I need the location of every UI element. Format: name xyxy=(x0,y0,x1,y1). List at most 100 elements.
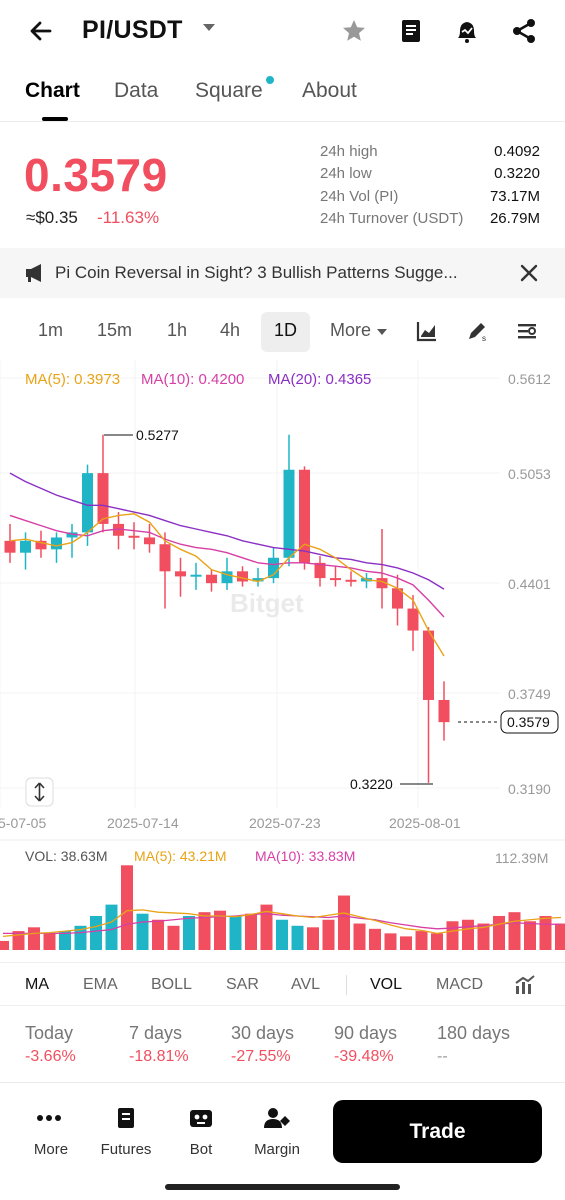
indicator-macd[interactable]: MACD xyxy=(436,976,484,993)
volume-bar xyxy=(105,904,118,950)
date-tick: 2025-07-14 xyxy=(107,815,179,831)
candle-body xyxy=(82,473,93,533)
volume-bar xyxy=(167,925,180,950)
volume-bar xyxy=(28,927,40,950)
ma20-line xyxy=(9,472,445,590)
candle-body xyxy=(330,578,341,581)
perf-label: 90 days xyxy=(334,1023,398,1043)
volume-ma-lines xyxy=(2,909,562,938)
stat-value: 0.3220 xyxy=(494,165,540,182)
vol-label: VOL: 38.63M xyxy=(25,848,108,864)
nav-more-label[interactable]: More xyxy=(33,1141,69,1158)
nav-futures-label[interactable]: Futures xyxy=(100,1141,152,1158)
indicator-ema[interactable]: EMA xyxy=(83,976,118,993)
volume-bars xyxy=(0,865,565,950)
home-indicator xyxy=(165,1184,400,1190)
indicator-ma[interactable]: MA xyxy=(25,976,49,993)
pair-title[interactable]: PI/USDT xyxy=(82,16,183,44)
back-icon[interactable] xyxy=(28,18,54,44)
nav-margin-label[interactable]: Margin xyxy=(254,1141,300,1158)
timeframe-1d[interactable]: 1D xyxy=(274,320,298,340)
nav-bot-label[interactable]: Bot xyxy=(189,1141,213,1158)
vol-max-tick: 112.39M xyxy=(495,850,548,866)
tab-about[interactable]: About xyxy=(302,79,357,102)
chevron-down-icon[interactable] xyxy=(203,24,215,31)
volume-bar xyxy=(260,904,273,950)
perf-label: 30 days xyxy=(231,1023,295,1043)
candle-body xyxy=(113,523,124,536)
timeframe-15m[interactable]: 15m xyxy=(97,320,133,340)
timeframe-4h[interactable]: 4h xyxy=(220,320,241,340)
candle-body xyxy=(252,578,264,582)
volume-bar xyxy=(229,915,242,950)
volume-ma5-line xyxy=(2,909,562,938)
close-icon[interactable] xyxy=(520,264,538,282)
candle-body xyxy=(314,562,326,579)
trade-button[interactable]: Trade xyxy=(333,1100,542,1163)
vol-ma5-label: MA(5): 43.21M xyxy=(134,848,227,864)
volume-bar xyxy=(400,936,412,950)
megaphone-icon xyxy=(26,264,41,282)
volume-bar xyxy=(431,933,443,950)
volume-bar xyxy=(415,931,428,950)
futures-icon[interactable] xyxy=(114,1106,138,1130)
chart-type-icon[interactable] xyxy=(416,320,438,342)
indicator-settings-icon[interactable] xyxy=(514,974,536,996)
settings-sliders-icon[interactable] xyxy=(516,320,538,342)
bot-icon[interactable] xyxy=(188,1106,214,1130)
news-banner[interactable]: Pi Coin Reversal in Sight? 3 Bullish Pat… xyxy=(0,248,565,298)
indicator-avl[interactable]: AVL xyxy=(291,976,321,993)
candle-body xyxy=(345,579,357,582)
candle-body xyxy=(376,578,388,589)
timeframe-1m[interactable]: 1m xyxy=(38,320,64,340)
price-tick: 0.3749 xyxy=(508,686,551,702)
indicator-divider xyxy=(346,975,347,995)
bottom-nav xyxy=(0,1082,565,1200)
tab-square[interactable]: Square xyxy=(195,79,263,102)
volume-bar xyxy=(90,915,102,950)
tab-underline xyxy=(42,117,68,121)
candle-body xyxy=(237,571,248,582)
share-icon[interactable] xyxy=(510,17,538,45)
volume-bar xyxy=(524,921,536,950)
alert-icon[interactable] xyxy=(453,17,481,45)
tab-chart[interactable]: Chart xyxy=(25,79,80,102)
volume-bar xyxy=(493,915,505,950)
more-icon[interactable] xyxy=(36,1113,66,1123)
indicator-sar[interactable]: SAR xyxy=(226,976,259,993)
ma10-label: MA(10): 0.4200 xyxy=(141,371,244,388)
chevron-down-icon xyxy=(377,329,387,335)
candle-body xyxy=(283,469,295,558)
perf-value: -18.81% xyxy=(129,1048,189,1065)
stat-label: 24h low xyxy=(320,165,372,182)
price-chart[interactable]: Bitget MA(5): 0.3973 MA(10): 0.4200 MA(2… xyxy=(0,360,565,960)
volume-bar xyxy=(59,931,71,950)
header: PI/USDT xyxy=(0,0,565,64)
candle-body xyxy=(159,544,171,572)
timeframe-more[interactable]: More xyxy=(330,320,372,340)
book-icon[interactable] xyxy=(397,17,425,45)
candle-body xyxy=(190,574,202,577)
candle-body xyxy=(20,540,31,553)
high-marker: 0.5277 xyxy=(136,427,179,443)
volume-bar xyxy=(291,925,304,950)
timeframe-1h[interactable]: 1h xyxy=(167,320,188,340)
indicator-vol[interactable]: VOL xyxy=(370,976,403,993)
volume-bar xyxy=(152,919,164,950)
indicator-boll[interactable]: BOLL xyxy=(151,976,192,993)
current-price-marker: 0.3579 xyxy=(507,714,550,730)
perf-label: 180 days xyxy=(437,1023,511,1043)
tab-data[interactable]: Data xyxy=(114,79,159,102)
candle-body xyxy=(423,630,434,700)
margin-icon[interactable] xyxy=(263,1106,291,1130)
volume-bar xyxy=(369,928,381,950)
volume-bar xyxy=(477,923,490,950)
star-icon[interactable] xyxy=(340,17,368,45)
candle-body xyxy=(51,537,62,550)
news-headline[interactable]: Pi Coin Reversal in Sight? 3 Bullish Pat… xyxy=(55,263,458,282)
low-marker: 0.3220 xyxy=(350,776,393,792)
volume-bar xyxy=(198,912,211,950)
ma5-line xyxy=(9,513,445,657)
volume-bar xyxy=(245,913,257,950)
draw-tool-icon[interactable]: s xyxy=(466,320,490,342)
